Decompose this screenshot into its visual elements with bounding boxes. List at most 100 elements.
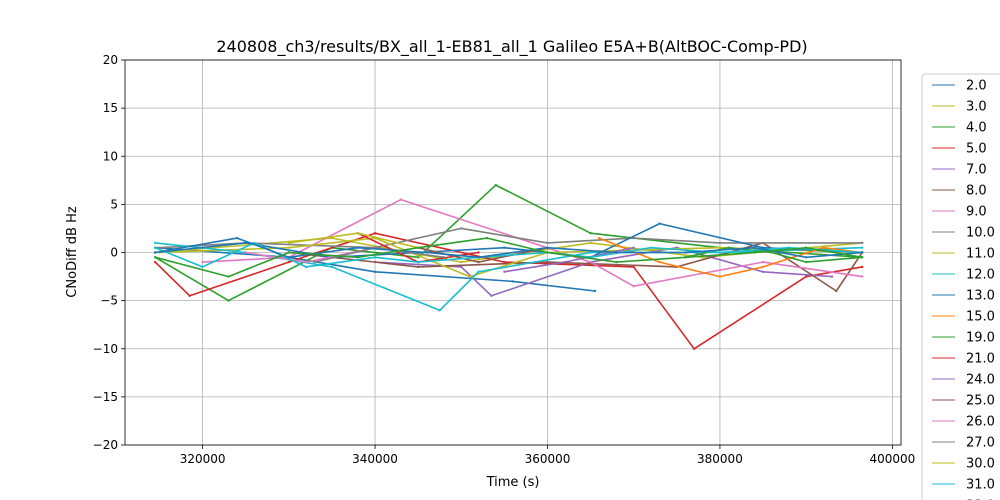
data-point <box>761 265 765 269</box>
legend-item: 26.0 <box>932 415 995 430</box>
data-point <box>201 265 204 269</box>
data-point <box>761 246 765 249</box>
y-tick-label: 20 <box>103 53 118 67</box>
series-33.0 <box>154 236 864 259</box>
legend-label: 31.0 <box>966 478 995 493</box>
data-point <box>684 251 687 254</box>
data-point <box>477 270 480 273</box>
data-point <box>468 275 472 278</box>
data-point <box>835 289 838 293</box>
data-point <box>589 251 592 254</box>
data-point <box>287 251 290 254</box>
legend-label: 9.0 <box>966 205 987 220</box>
data-point <box>356 232 359 235</box>
series-layer <box>154 183 864 350</box>
series-line <box>155 237 863 259</box>
data-point <box>830 275 834 278</box>
data-point <box>417 260 420 264</box>
data-point <box>589 260 592 264</box>
data-point <box>154 251 157 254</box>
legend-label: 5.0 <box>966 142 987 157</box>
data-point <box>154 241 157 245</box>
data-point <box>718 246 722 249</box>
data-point <box>154 256 157 259</box>
data-point <box>417 246 420 249</box>
data-point <box>494 183 497 187</box>
data-point <box>770 251 773 254</box>
data-point <box>787 246 791 249</box>
data-point <box>304 260 308 264</box>
legend-label: 30.0 <box>966 457 995 472</box>
legend-label: 13.0 <box>966 289 995 304</box>
legend-label: 3.0 <box>966 100 987 115</box>
data-point <box>658 260 661 264</box>
data-point <box>158 246 161 249</box>
data-point <box>503 270 506 273</box>
data-point <box>718 251 722 254</box>
data-point <box>313 260 316 264</box>
legend-label: 25.0 <box>966 394 995 409</box>
legend-item: 12.0 <box>932 268 995 283</box>
data-point <box>154 260 157 264</box>
data-point <box>511 280 515 283</box>
legend-label: 2.0 <box>966 79 987 94</box>
data-point <box>598 236 601 240</box>
legend-box <box>921 73 1000 500</box>
data-point <box>546 241 549 245</box>
y-tick-label: 10 <box>103 149 118 163</box>
data-point <box>589 232 592 235</box>
data-point <box>287 260 290 264</box>
y-tick-label: 0 <box>110 246 118 260</box>
x-tick-label: 360000 <box>525 452 571 466</box>
legend-label: 12.0 <box>966 268 995 283</box>
legend-item: 2.0 <box>932 79 987 94</box>
data-point <box>805 246 808 249</box>
legend-label: 24.0 <box>966 373 995 388</box>
series-5.0 <box>154 232 864 350</box>
data-point <box>861 251 864 254</box>
data-point <box>438 309 441 312</box>
data-point <box>563 260 566 264</box>
x-tick-label: 380000 <box>697 452 743 466</box>
data-point <box>649 246 653 249</box>
legend-item: 33.0 <box>966 499 995 500</box>
y-tick-label: 15 <box>103 101 118 115</box>
data-point <box>761 270 765 273</box>
legend-item: 27.0 <box>932 436 995 451</box>
data-point <box>684 256 687 259</box>
data-point <box>546 246 549 249</box>
legend-item: 31.0 <box>932 478 995 493</box>
legend-label: 4.0 <box>966 121 987 136</box>
data-point <box>632 265 635 269</box>
legend-label: 10.0 <box>966 226 995 241</box>
legend-label: 11.0 <box>966 247 995 262</box>
data-point <box>727 246 730 249</box>
data-point <box>546 251 549 254</box>
legend: 2.0 3.0 4.0 5.0 7.0 8.0 9.0 10.0 11.0 12.0 13.0 15.… <box>921 73 1000 500</box>
data-point <box>477 251 480 254</box>
legend-item: 10.0 <box>932 226 995 241</box>
legend-label: 33.0 <box>966 499 995 500</box>
y-tick-label: 5 <box>110 197 118 211</box>
data-point <box>356 256 359 259</box>
data-point <box>615 260 618 264</box>
data-point <box>287 246 290 249</box>
legend-label: 26.0 <box>966 415 995 430</box>
legend-item: 3.0 <box>932 100 987 115</box>
legend-item: 13.0 <box>932 289 995 304</box>
data-point <box>460 260 463 264</box>
data-point <box>442 256 446 259</box>
data-point <box>227 299 230 302</box>
x-tick-label: 400000 <box>869 452 915 466</box>
x-tick-label: 320000 <box>180 452 226 466</box>
data-point <box>822 246 825 249</box>
y-tick-label: −5 <box>100 294 118 308</box>
data-point <box>861 256 864 259</box>
y-tick-label: −20 <box>93 438 118 452</box>
data-point <box>373 256 377 259</box>
series-line <box>154 184 863 302</box>
data-point <box>287 241 290 245</box>
y-tick-label: −15 <box>93 390 118 404</box>
data-point <box>417 265 420 269</box>
